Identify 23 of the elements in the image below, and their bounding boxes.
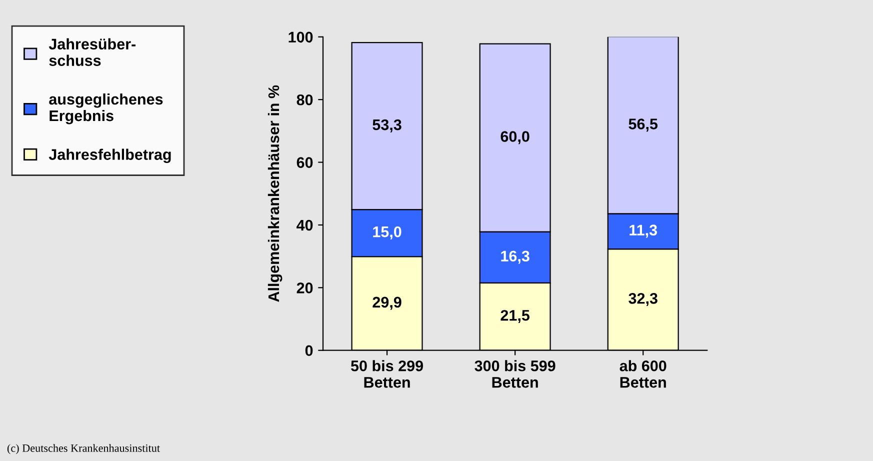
legend-label: ausgeglichenes Ergebnis: [49, 93, 163, 124]
y-tick-label: 0: [305, 345, 313, 356]
y-tick-label: 60: [296, 157, 313, 168]
x-tick-label: 50 bis 299 Betten: [350, 360, 423, 388]
data-label: 29,9: [372, 296, 402, 310]
x-tick-label: 300 bis 599 Betten: [474, 360, 556, 388]
data-label: 56,5: [628, 118, 658, 132]
x-tick-label: ab 600 Betten: [620, 360, 666, 388]
y-tick-label: 80: [296, 94, 313, 106]
data-label: 60,0: [500, 131, 530, 144]
y-tick-label: 40: [296, 220, 313, 231]
text: (c) Deutsches Krankenhausinstitut: [7, 444, 160, 454]
y-tick-label: 20: [296, 282, 313, 294]
y-tick-label: 100: [288, 32, 313, 43]
data-label: 11,3: [630, 224, 658, 238]
data-label: 53,3: [372, 119, 402, 132]
y-axis-title: Allgemeinkrankenhäuser in %: [268, 85, 282, 302]
data-label: 32,3: [628, 293, 658, 306]
legend-label: Jahresüber- schuss: [48, 38, 136, 66]
data-label: 15,0: [373, 226, 402, 240]
data-label: 21,5: [500, 310, 530, 323]
data-label: 16,3: [501, 250, 530, 264]
legend-label: Jahresfehlbetrag: [48, 148, 171, 164]
